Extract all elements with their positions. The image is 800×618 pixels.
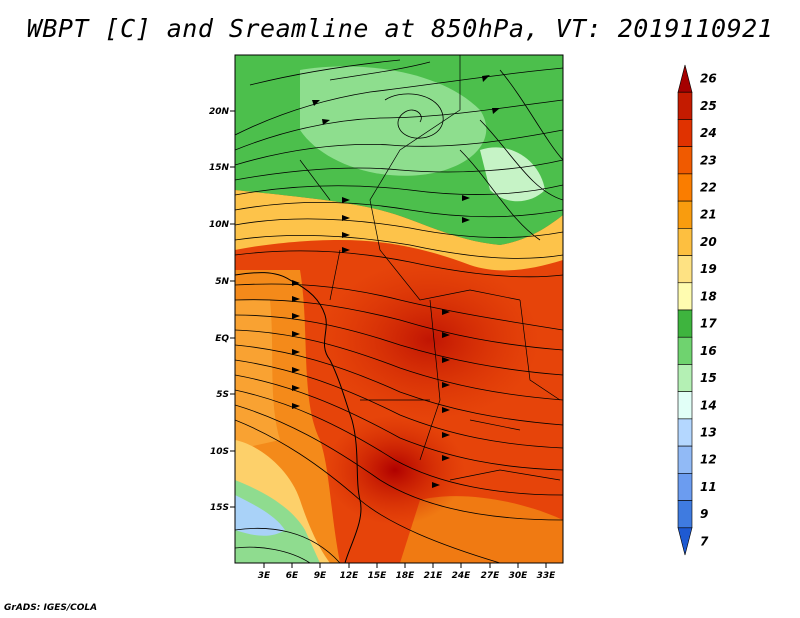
colorbar-level-label: 22 xyxy=(700,181,717,195)
lat-label: 20N xyxy=(209,107,230,117)
colorbar-level-label: 18 xyxy=(700,289,717,303)
wbpt-hot-core xyxy=(325,415,465,525)
lon-label: 21E xyxy=(424,571,444,581)
lon-label: 9E xyxy=(314,571,327,581)
colorbar-segment xyxy=(677,445,693,474)
lon-label: 33E xyxy=(537,571,557,581)
lon-label: 6E xyxy=(286,571,299,581)
colorbar-level-label: 25 xyxy=(700,99,717,113)
colorbar-segment xyxy=(677,228,693,256)
lon-label: 30E xyxy=(509,571,529,581)
wbpt-hot-center xyxy=(320,260,540,420)
lon-label: 27E xyxy=(481,571,501,581)
colorbar-segment xyxy=(677,500,693,529)
colorbar-level-label: 20 xyxy=(700,235,717,249)
lat-label: 15N xyxy=(209,163,230,173)
chart-title: WBPT [C] and Sreamline at 850hPa, VT: 20… xyxy=(26,14,774,43)
lon-label: 3E xyxy=(258,571,271,581)
colorbar-segment xyxy=(677,173,693,202)
colorbar-level-label: 15 xyxy=(700,371,717,385)
colorbar-segment xyxy=(677,391,693,420)
lat-label: 10N xyxy=(209,220,230,230)
colorbar-segment xyxy=(677,336,693,365)
colorbar-level-label: 21 xyxy=(700,208,717,222)
lon-label: 12E xyxy=(340,571,360,581)
wbpt-north-lightgreen xyxy=(300,66,487,176)
wbpt-ocean-light xyxy=(235,300,280,450)
colorbar-segment xyxy=(677,255,693,284)
colorbar-segment xyxy=(677,364,693,392)
wbpt-transition-yellow xyxy=(235,190,563,271)
colorbar-segment xyxy=(677,418,693,447)
streamlines xyxy=(235,59,563,563)
colorbar-cap-bottom xyxy=(677,527,693,556)
colorbar-cap-top xyxy=(677,64,693,93)
colorbar-level-label: 26 xyxy=(700,72,717,86)
colorbar: 26 25 24 23 22 21 20 19 18 17 16 15 14 13 12 11 9 7 xyxy=(677,64,717,556)
lon-label: 24E xyxy=(452,571,472,581)
colorbar-segment xyxy=(677,473,693,501)
lon-axis: 3E 6E 9E 12E 15E 18E 21E 24E 27E 30E 33E xyxy=(258,563,556,581)
colorbar-segment xyxy=(677,282,693,311)
wbpt-sw-blue xyxy=(235,495,285,536)
lon-label: 15E xyxy=(368,571,388,581)
colorbar-level-label: 16 xyxy=(700,344,717,358)
colorbar-level-label: 14 xyxy=(700,398,717,412)
colorbar-level-label: 12 xyxy=(700,453,717,467)
colorbar-segment xyxy=(677,119,693,147)
colorbar-level-label: 17 xyxy=(700,317,717,331)
colorbar-segment xyxy=(677,146,693,175)
colorbar-segment xyxy=(677,309,693,338)
lat-label: 5S xyxy=(216,390,229,400)
lon-label: 18E xyxy=(396,571,416,581)
wbpt-se-orange xyxy=(400,496,563,563)
streamline-arrows xyxy=(292,75,500,488)
lat-axis: 20N 15N 10N 5N EQ 5S 10S 15S xyxy=(209,107,235,513)
lat-label: 10S xyxy=(210,447,229,457)
footer-credit: GrADS: IGES/COLA xyxy=(4,603,98,613)
map-panel xyxy=(235,55,563,563)
colorbar-level-label: 19 xyxy=(700,262,717,276)
lat-label: 15S xyxy=(210,503,229,513)
colorbar-level-label: 7 xyxy=(700,534,709,548)
colorbar-level-label: 24 xyxy=(700,126,717,140)
lat-label: EQ xyxy=(215,334,229,344)
colorbar-segment xyxy=(677,91,693,120)
colorbar-level-label: 9 xyxy=(700,507,708,521)
colorbar-level-label: 13 xyxy=(700,426,717,440)
colorbar-level-label: 11 xyxy=(700,480,717,494)
map-frame xyxy=(234,54,564,564)
colorbar-segment xyxy=(677,200,693,229)
country-borders xyxy=(299,55,561,481)
lat-label: 5N xyxy=(215,277,229,287)
wbpt-north-palegreen xyxy=(480,147,545,202)
colorbar-level-label: 23 xyxy=(700,153,717,167)
